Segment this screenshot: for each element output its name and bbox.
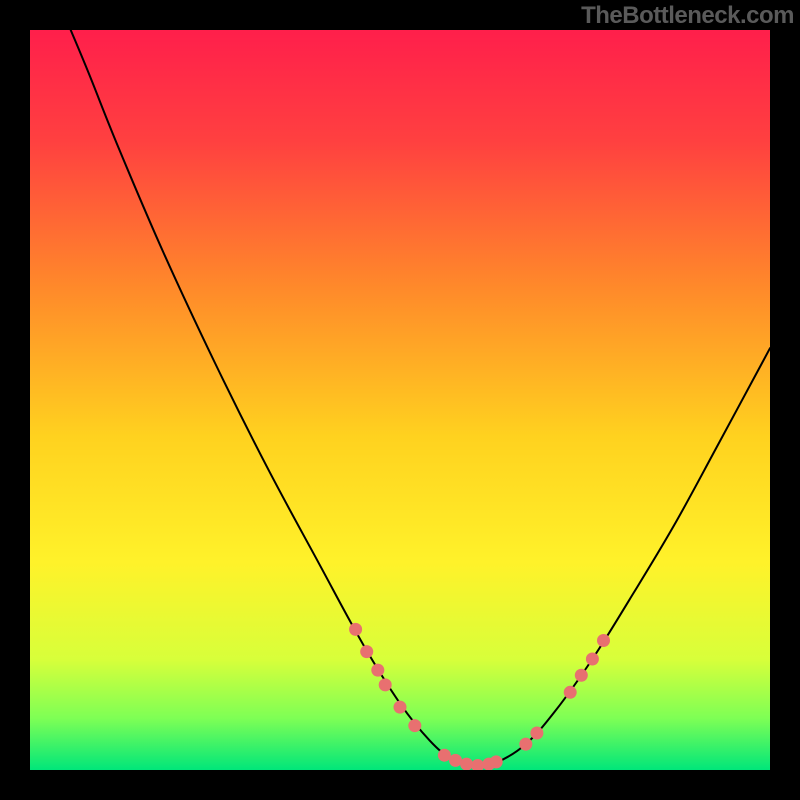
data-marker bbox=[360, 645, 373, 658]
data-marker bbox=[564, 686, 577, 699]
data-marker bbox=[519, 738, 532, 751]
data-marker bbox=[586, 653, 599, 666]
plot-area bbox=[30, 30, 770, 770]
data-marker bbox=[575, 669, 588, 682]
data-marker bbox=[460, 758, 473, 770]
data-marker bbox=[438, 749, 451, 762]
data-marker bbox=[449, 754, 462, 767]
data-marker bbox=[408, 719, 421, 732]
data-marker bbox=[371, 664, 384, 677]
gradient-background bbox=[30, 30, 770, 770]
data-marker bbox=[490, 755, 503, 768]
chart-svg bbox=[30, 30, 770, 770]
data-marker bbox=[394, 701, 407, 714]
data-marker bbox=[597, 634, 610, 647]
attribution-watermark: TheBottleneck.com bbox=[581, 2, 794, 30]
data-marker bbox=[530, 727, 543, 740]
data-marker bbox=[379, 678, 392, 691]
data-marker bbox=[349, 623, 362, 636]
